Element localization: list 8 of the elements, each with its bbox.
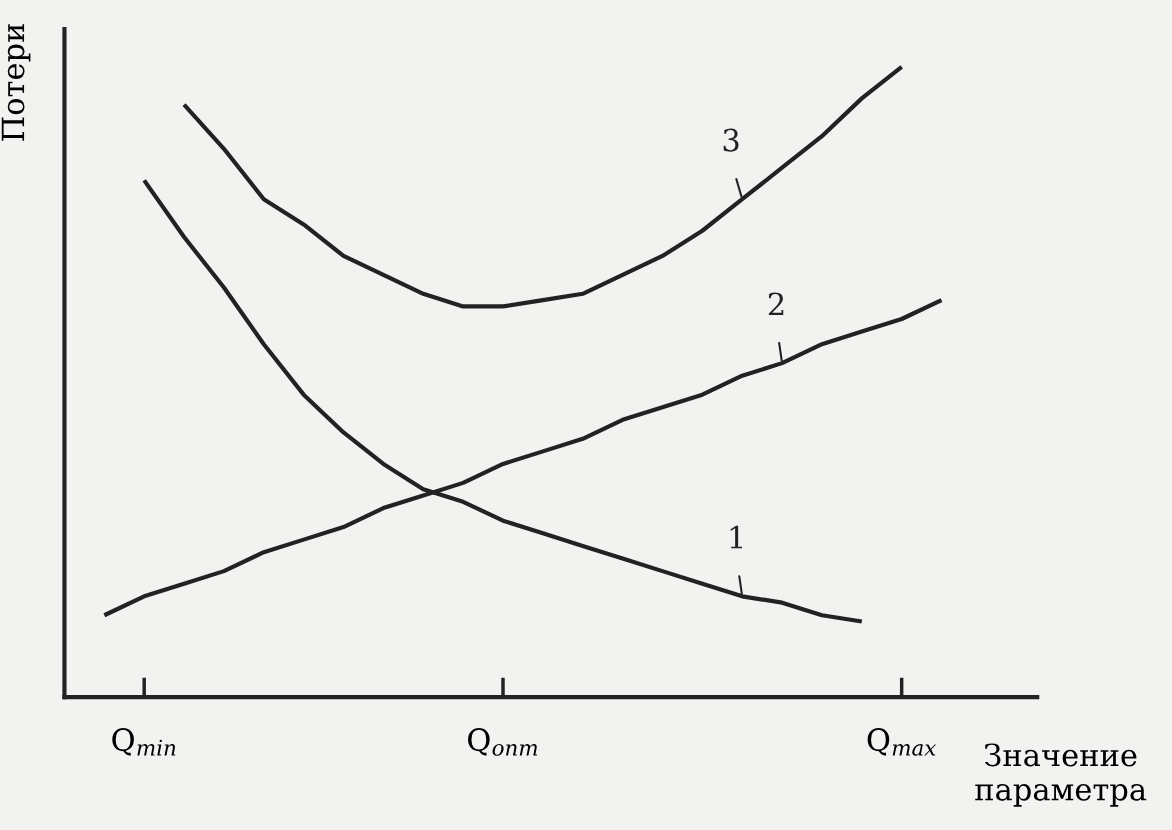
y-axis-title: Потери: [1, 24, 31, 141]
series-label: 2: [768, 292, 784, 316]
x-tick-label: Q$_{опт}$: [468, 728, 538, 756]
x-axis-title: Значение параметра: [975, 743, 1147, 807]
x-tick-label: Q$_{min}$: [112, 728, 176, 756]
series-label: 3: [723, 128, 739, 152]
x-tick-label: Q$_{max}$: [867, 728, 937, 756]
series-label: 1: [730, 525, 743, 549]
